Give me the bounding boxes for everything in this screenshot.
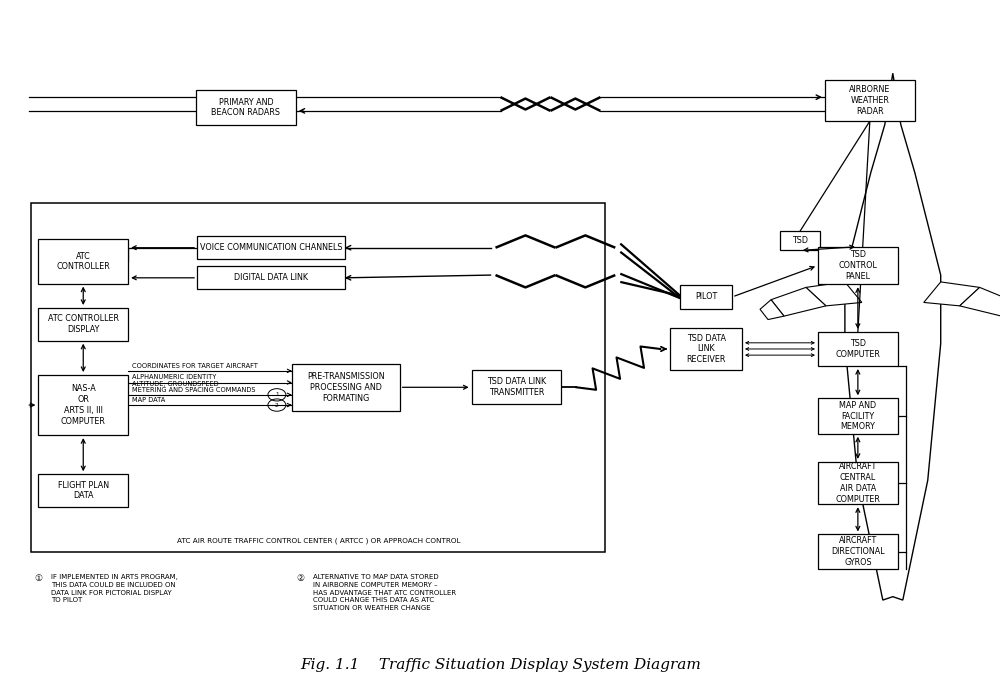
- Text: ATC AIR ROUTE TRAFFIC CONTROL CENTER ( ARTCC ) OR APPROACH CONTROL: ATC AIR ROUTE TRAFFIC CONTROL CENTER ( A…: [176, 537, 460, 544]
- FancyBboxPatch shape: [197, 266, 344, 289]
- FancyBboxPatch shape: [780, 232, 820, 251]
- Polygon shape: [760, 300, 784, 319]
- Text: ②: ②: [296, 574, 304, 583]
- FancyBboxPatch shape: [818, 247, 898, 284]
- FancyBboxPatch shape: [471, 370, 562, 405]
- Polygon shape: [771, 287, 826, 316]
- FancyBboxPatch shape: [818, 462, 898, 504]
- Text: MAP DATA: MAP DATA: [132, 397, 165, 403]
- Text: PRE-TRANSMISSION
PROCESSING AND
FORMATING: PRE-TRANSMISSION PROCESSING AND FORMATIN…: [307, 372, 384, 403]
- Text: 2: 2: [275, 403, 278, 407]
- Text: METERING AND SPACING COMMANDS: METERING AND SPACING COMMANDS: [132, 387, 255, 393]
- FancyBboxPatch shape: [818, 332, 898, 366]
- Text: PILOT: PILOT: [695, 293, 718, 302]
- Text: TSD
COMPUTER: TSD COMPUTER: [836, 339, 880, 359]
- FancyBboxPatch shape: [292, 364, 399, 411]
- Text: VOICE COMMUNICATION CHANNELS: VOICE COMMUNICATION CHANNELS: [199, 243, 342, 252]
- FancyBboxPatch shape: [196, 90, 296, 124]
- FancyBboxPatch shape: [38, 474, 128, 507]
- Text: TSD: TSD: [792, 236, 808, 245]
- FancyBboxPatch shape: [38, 239, 128, 284]
- FancyBboxPatch shape: [197, 236, 344, 259]
- Text: AIRCRAFT
CENTRAL
AIR DATA
COMPUTER: AIRCRAFT CENTRAL AIR DATA COMPUTER: [836, 462, 880, 504]
- FancyBboxPatch shape: [31, 203, 606, 552]
- FancyBboxPatch shape: [671, 328, 742, 370]
- Text: PRIMARY AND
BEACON RADARS: PRIMARY AND BEACON RADARS: [211, 98, 280, 117]
- Polygon shape: [806, 282, 862, 306]
- FancyBboxPatch shape: [825, 80, 915, 121]
- Text: TSD DATA
LINK
RECEIVER: TSD DATA LINK RECEIVER: [687, 334, 726, 364]
- Text: Fig. 1.1    Traffic Situation Display System Diagram: Fig. 1.1 Traffic Situation Display Syste…: [300, 658, 701, 672]
- Text: TSD DATA LINK
TRANSMITTER: TSD DATA LINK TRANSMITTER: [486, 377, 546, 397]
- Text: MAP AND
FACILITY
MEMORY: MAP AND FACILITY MEMORY: [839, 401, 877, 431]
- Text: TSD
CONTROL
PANEL: TSD CONTROL PANEL: [839, 250, 877, 281]
- Text: FLIGHT PLAN
DATA: FLIGHT PLAN DATA: [58, 481, 109, 501]
- Polygon shape: [924, 282, 980, 306]
- Text: ①: ①: [34, 574, 42, 583]
- Text: IF IMPLEMENTED IN ARTS PROGRAM,
THIS DATA COULD BE INCLUDED ON
DATA LINK FOR PIC: IF IMPLEMENTED IN ARTS PROGRAM, THIS DAT…: [51, 574, 178, 603]
- FancyBboxPatch shape: [38, 375, 128, 435]
- Text: COORDINATES FOR TARGET AIRCRAFT: COORDINATES FOR TARGET AIRCRAFT: [132, 363, 258, 369]
- Text: ALTERNATIVE TO MAP DATA STORED
IN AIRBORNE COMPUTER MEMORY –
HAS ADVANTAGE THAT : ALTERNATIVE TO MAP DATA STORED IN AIRBOR…: [313, 574, 456, 611]
- FancyBboxPatch shape: [681, 285, 732, 308]
- Text: NAS-A
OR
ARTS II, III
COMPUTER: NAS-A OR ARTS II, III COMPUTER: [61, 385, 106, 426]
- Text: DIGITAL DATA LINK: DIGITAL DATA LINK: [234, 273, 308, 282]
- Text: ATC CONTROLLER
DISPLAY: ATC CONTROLLER DISPLAY: [48, 315, 119, 334]
- Text: ALPHANUMERIC IDENTITY: ALPHANUMERIC IDENTITY: [132, 374, 216, 380]
- Text: AIRBORNE
WEATHER
RADAR: AIRBORNE WEATHER RADAR: [849, 85, 891, 116]
- FancyBboxPatch shape: [818, 398, 898, 433]
- Text: ATC
CONTROLLER: ATC CONTROLLER: [56, 251, 110, 271]
- FancyBboxPatch shape: [818, 534, 898, 569]
- Text: ALTITUDE, GROUNDSPEED: ALTITUDE, GROUNDSPEED: [132, 381, 219, 387]
- Text: AIRCRAFT
DIRECTIONAL
GYROS: AIRCRAFT DIRECTIONAL GYROS: [831, 537, 885, 567]
- Polygon shape: [960, 287, 1001, 316]
- Text: 1: 1: [275, 392, 278, 397]
- FancyBboxPatch shape: [38, 308, 128, 341]
